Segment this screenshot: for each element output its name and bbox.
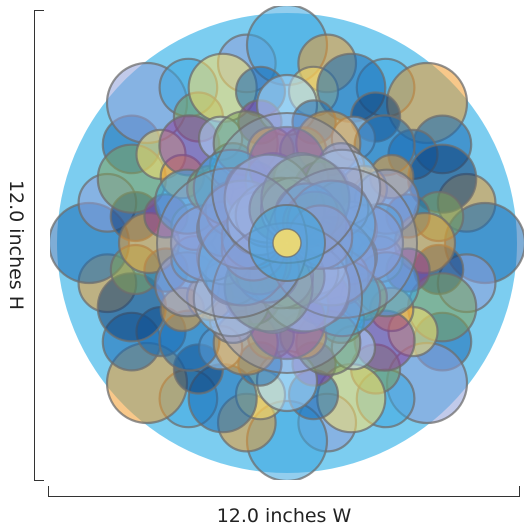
mandala-svg <box>50 6 524 480</box>
width-dimension-tick-right <box>519 486 520 497</box>
height-dimension-tick-top <box>34 10 44 11</box>
mandala-artwork <box>50 6 524 480</box>
height-dimension-tick-bottom <box>34 480 44 481</box>
height-dimension-label: 12.0 inches H <box>5 179 27 311</box>
width-dimension-label: 12.0 inches W <box>216 505 352 527</box>
width-dimension-tick-left <box>48 486 49 497</box>
width-dimension-line <box>48 496 520 497</box>
height-dimension-line <box>34 10 35 480</box>
mandala-center-circle <box>272 228 302 258</box>
